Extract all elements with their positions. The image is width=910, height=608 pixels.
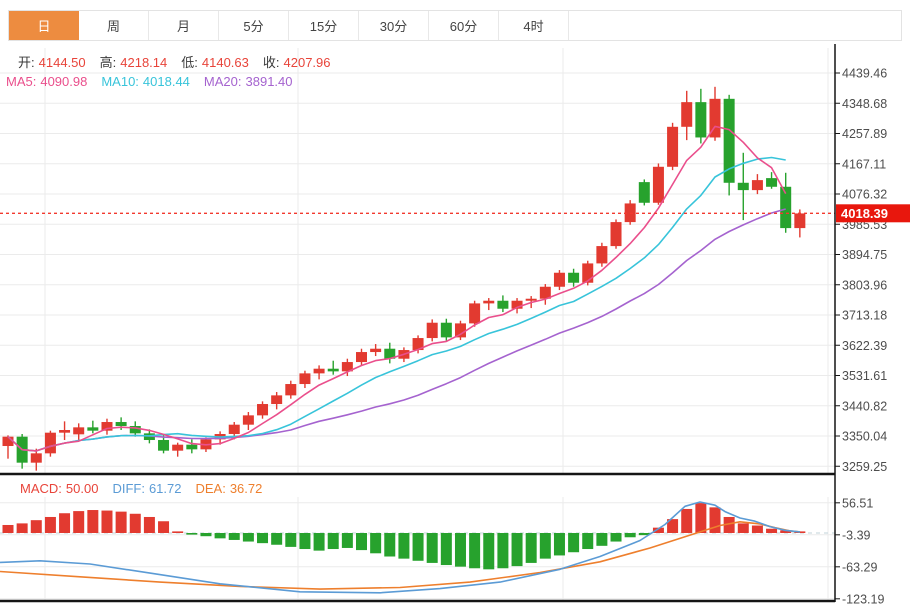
readout-value: 4207.96: [283, 55, 331, 70]
price-axis-label: 3531.61: [842, 369, 887, 383]
tab-5min[interactable]: 5分: [219, 11, 289, 40]
readout-label: MA5:: [6, 74, 37, 89]
tab-month[interactable]: 月: [149, 11, 219, 40]
readout-label: 高:: [99, 55, 117, 70]
readout-label: MA20:: [203, 74, 242, 89]
tab-15min[interactable]: 15分: [289, 11, 359, 40]
price-axis-label: 4439.46: [842, 67, 887, 81]
readout-value: 4218.14: [120, 55, 168, 70]
macd-axis-label: -63.29: [842, 560, 877, 574]
readout-label: MA10:: [101, 74, 139, 89]
ohlc-readout: 开: 4144.50 高: 4218.14 低: 4140.63 收: 4207.96: [18, 52, 345, 71]
price-axis-label: 3350.04: [842, 430, 887, 444]
price-axis-label: 4076.32: [842, 188, 887, 202]
tab-week[interactable]: 周: [79, 11, 149, 40]
price-axis-label: 3622.39: [842, 339, 887, 353]
readout-label: 开:: [18, 55, 35, 70]
readout-label: DIFF:: [112, 481, 145, 496]
ma-readout: MA5: 4090.98 MA10: 4018.44 MA20: 3891.40: [6, 74, 307, 89]
tab-60min[interactable]: 60分: [429, 11, 499, 40]
readout-value: 4018.44: [142, 74, 190, 89]
readout-value: 36.72: [229, 481, 263, 496]
readout-label: 收:: [262, 55, 280, 70]
tab-bar-filler: [569, 11, 901, 40]
price-axis-label: 4167.11: [842, 157, 886, 171]
readout-value: 4144.50: [38, 55, 86, 70]
readout-value: 3891.40: [245, 74, 293, 89]
macd-readout: MACD: 50.00 DIFF: 61.72 DEA: 36.72: [20, 481, 276, 496]
price-axis-label: 3713.18: [842, 309, 887, 323]
macd-axis-label: -123.19: [842, 592, 884, 606]
tab-30min[interactable]: 30分: [359, 11, 429, 40]
readout-label: MACD:: [20, 481, 62, 496]
readout-value: 50.00: [65, 481, 99, 496]
price-axis-label: 3440.82: [842, 399, 887, 413]
price-axis-label: 3894.75: [842, 248, 887, 262]
tab-4hour[interactable]: 4时: [499, 11, 569, 40]
readout-value: 4090.98: [40, 74, 88, 89]
current-price-tag: [836, 204, 910, 223]
tab-day[interactable]: 日: [9, 11, 79, 40]
macd-axis-label: -3.39: [842, 528, 871, 542]
readout-value: 61.72: [148, 481, 182, 496]
price-axis-label: 4257.89: [842, 127, 887, 141]
price-axis-label: 3803.96: [842, 278, 887, 292]
readout-value: 4140.63: [201, 55, 249, 70]
price-axis-label: 3259.25: [842, 460, 887, 474]
period-tab-bar: 日周月 5分 15分 30分 60分 4时: [8, 10, 902, 41]
price-axis-label: 4348.68: [842, 97, 887, 111]
macd-axis-label: 56.51: [842, 496, 873, 510]
readout-label: 低:: [181, 55, 198, 70]
current-price-value: 4018.39: [841, 206, 888, 221]
readout-label: DEA:: [195, 481, 226, 496]
